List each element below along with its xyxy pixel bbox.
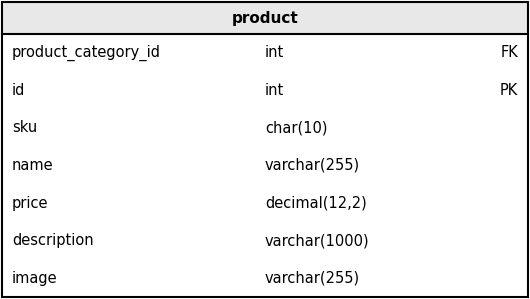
Text: image: image (12, 271, 58, 286)
Text: int: int (265, 83, 284, 98)
Text: id: id (12, 83, 25, 98)
Text: int: int (265, 45, 284, 60)
Text: varchar(1000): varchar(1000) (265, 233, 369, 248)
Bar (2, 34, 528, 297)
Text: FK: FK (500, 45, 518, 60)
Text: product: product (232, 10, 298, 25)
Bar (2, 2, 528, 34)
Text: varchar(255): varchar(255) (265, 158, 360, 173)
Text: decimal(12,2): decimal(12,2) (265, 196, 367, 210)
Text: name: name (12, 158, 54, 173)
Text: product_category_id: product_category_id (12, 45, 161, 61)
Text: PK: PK (500, 83, 518, 98)
Text: sku: sku (12, 120, 37, 135)
Text: price: price (12, 196, 49, 210)
Text: char(10): char(10) (265, 120, 328, 135)
Text: varchar(255): varchar(255) (265, 271, 360, 286)
Text: description: description (12, 233, 94, 248)
